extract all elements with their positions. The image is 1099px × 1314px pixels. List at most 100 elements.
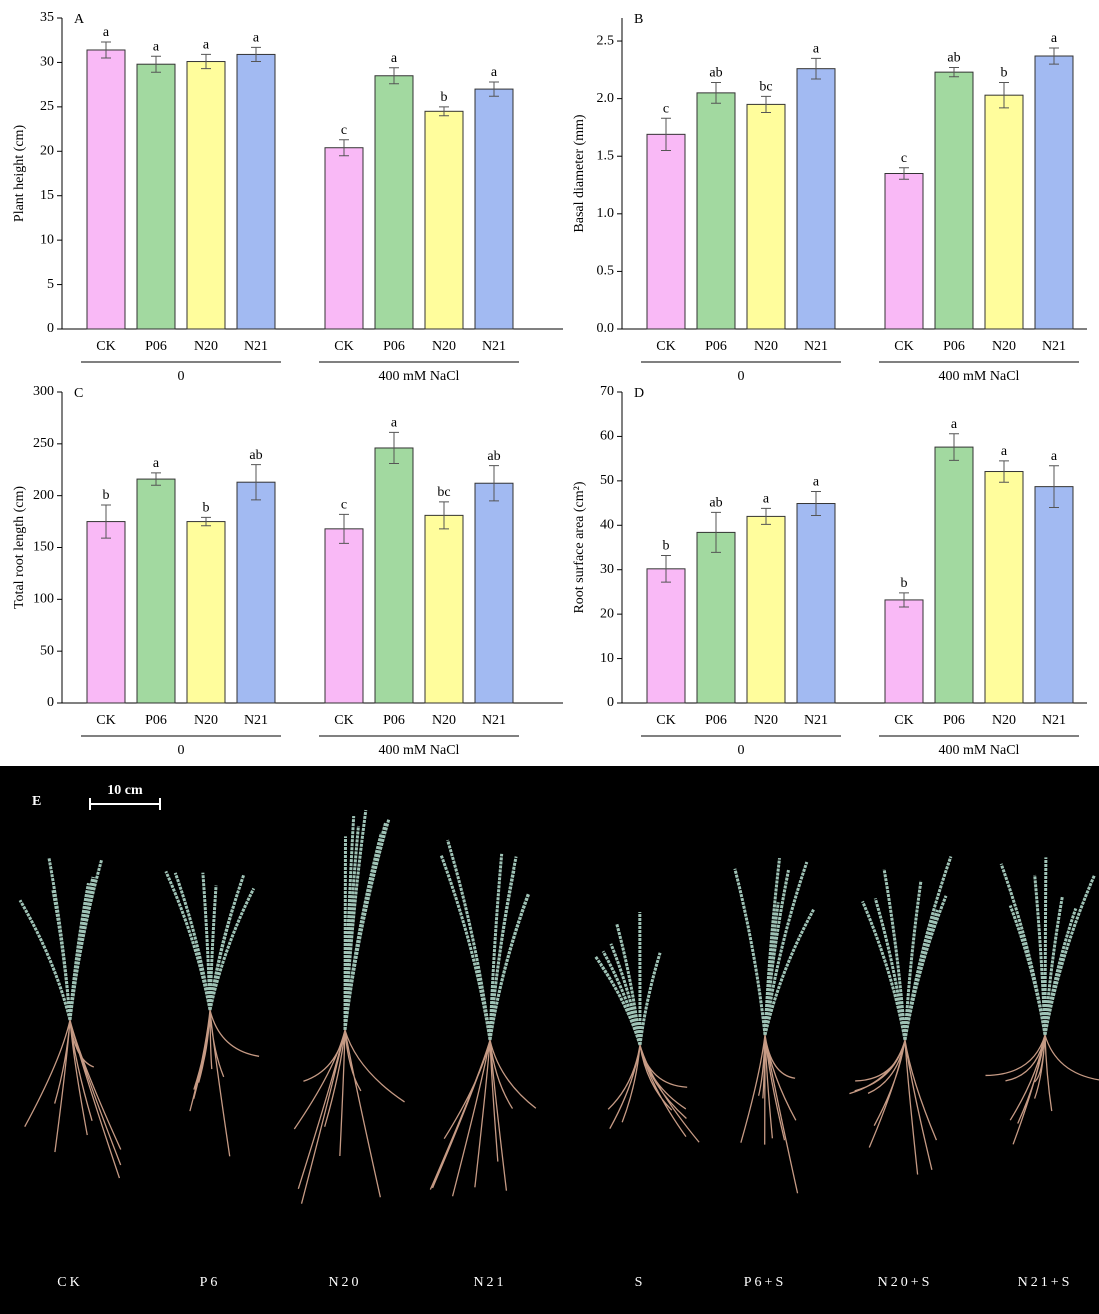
bar bbox=[375, 448, 413, 703]
bar bbox=[137, 64, 175, 329]
bar bbox=[885, 174, 923, 330]
significance-letter: ab bbox=[709, 66, 722, 81]
photo-panel-label: E bbox=[32, 794, 41, 809]
y-tick-label: 10 bbox=[40, 232, 54, 247]
significance-letter: a bbox=[1001, 444, 1008, 459]
x-tick-label: CK bbox=[96, 339, 115, 354]
y-tick-label: 300 bbox=[33, 384, 54, 399]
y-tick-label: 50 bbox=[600, 473, 614, 488]
x-tick-label: N20 bbox=[992, 713, 1016, 728]
y-tick-label: 10 bbox=[600, 651, 614, 666]
bar bbox=[1035, 487, 1073, 703]
x-tick-label: P06 bbox=[943, 339, 965, 354]
bar bbox=[237, 482, 275, 703]
y-tick-label: 100 bbox=[33, 592, 54, 607]
group-label: 0 bbox=[738, 369, 745, 384]
photo-background bbox=[0, 766, 1099, 1314]
figure: A05101520253035Plant height (cm)aCKaP06a… bbox=[0, 0, 1099, 1314]
page: A05101520253035Plant height (cm)aCKaP06a… bbox=[0, 0, 1099, 1314]
bar bbox=[137, 479, 175, 703]
y-tick-label: 30 bbox=[40, 55, 54, 70]
significance-letter: bc bbox=[759, 80, 772, 95]
x-tick-label: P06 bbox=[943, 713, 965, 728]
y-axis-label: Basal diameter (mm) bbox=[572, 114, 587, 233]
x-tick-label: N20 bbox=[194, 339, 218, 354]
x-tick-label: CK bbox=[656, 713, 675, 728]
y-tick-label: 250 bbox=[33, 436, 54, 451]
group-label: 400 mM NaCl bbox=[939, 743, 1020, 758]
x-tick-label: N21 bbox=[482, 713, 506, 728]
significance-letter: ab bbox=[487, 449, 500, 464]
bar bbox=[475, 483, 513, 703]
group-label: 400 mM NaCl bbox=[939, 369, 1020, 384]
bar bbox=[747, 104, 785, 329]
panel-label: C bbox=[74, 386, 83, 401]
y-tick-label: 1.0 bbox=[597, 206, 615, 221]
x-tick-label: N21 bbox=[804, 339, 828, 354]
bar bbox=[935, 72, 973, 329]
y-tick-label: 1.5 bbox=[597, 148, 615, 163]
y-tick-label: 0.5 bbox=[597, 264, 615, 279]
x-tick-label: N21 bbox=[1042, 713, 1066, 728]
x-tick-label: P06 bbox=[383, 339, 405, 354]
significance-letter: b bbox=[203, 501, 210, 516]
bar bbox=[697, 532, 735, 703]
x-tick-label: CK bbox=[656, 339, 675, 354]
y-tick-label: 35 bbox=[40, 10, 54, 25]
photo-label: S bbox=[635, 1275, 646, 1290]
significance-letter: a bbox=[1051, 449, 1058, 464]
y-tick-label: 2.5 bbox=[597, 33, 615, 48]
bar bbox=[325, 148, 363, 329]
x-tick-label: CK bbox=[334, 339, 353, 354]
group-label: 400 mM NaCl bbox=[379, 369, 460, 384]
significance-letter: b bbox=[103, 488, 110, 503]
photo-label: P6+S bbox=[744, 1275, 786, 1290]
bar bbox=[87, 522, 125, 703]
group-label: 0 bbox=[738, 743, 745, 758]
y-tick-label: 20 bbox=[40, 144, 54, 159]
bar bbox=[797, 504, 835, 703]
bar bbox=[425, 111, 463, 329]
y-tick-label: 0.0 bbox=[597, 321, 615, 336]
significance-letter: b bbox=[441, 90, 448, 105]
photo-label: N21+S bbox=[1018, 1275, 1073, 1290]
significance-letter: c bbox=[901, 151, 907, 166]
significance-letter: b bbox=[1001, 66, 1008, 81]
significance-letter: a bbox=[253, 31, 260, 46]
x-tick-label: N20 bbox=[432, 339, 456, 354]
bar bbox=[747, 516, 785, 703]
significance-letter: a bbox=[813, 42, 820, 57]
x-tick-label: N20 bbox=[992, 339, 1016, 354]
x-tick-label: CK bbox=[334, 713, 353, 728]
x-tick-label: P06 bbox=[705, 713, 727, 728]
significance-letter: ab bbox=[249, 448, 262, 463]
y-tick-label: 60 bbox=[600, 429, 614, 444]
significance-letter: a bbox=[391, 51, 398, 66]
significance-letter: b bbox=[901, 576, 908, 591]
x-tick-label: CK bbox=[96, 713, 115, 728]
significance-letter: ab bbox=[947, 51, 960, 66]
bar bbox=[325, 529, 363, 703]
x-tick-label: CK bbox=[894, 339, 913, 354]
significance-letter: a bbox=[103, 25, 110, 40]
x-tick-label: N21 bbox=[244, 339, 268, 354]
bar bbox=[885, 600, 923, 703]
bar bbox=[1035, 56, 1073, 329]
bar bbox=[797, 69, 835, 329]
significance-letter: a bbox=[813, 475, 820, 490]
y-tick-label: 200 bbox=[33, 488, 54, 503]
x-tick-label: N21 bbox=[1042, 339, 1066, 354]
y-tick-label: 0 bbox=[47, 321, 54, 336]
photo-label: N21 bbox=[473, 1275, 506, 1290]
bar bbox=[187, 522, 225, 703]
y-tick-label: 20 bbox=[600, 606, 614, 621]
x-tick-label: N20 bbox=[754, 713, 778, 728]
panel-label: B bbox=[634, 12, 643, 27]
significance-letter: b bbox=[663, 539, 670, 554]
significance-letter: a bbox=[391, 416, 398, 431]
significance-letter: a bbox=[763, 492, 770, 507]
bar bbox=[425, 515, 463, 703]
y-tick-label: 70 bbox=[600, 384, 614, 399]
significance-letter: a bbox=[203, 38, 210, 53]
x-tick-label: CK bbox=[894, 713, 913, 728]
